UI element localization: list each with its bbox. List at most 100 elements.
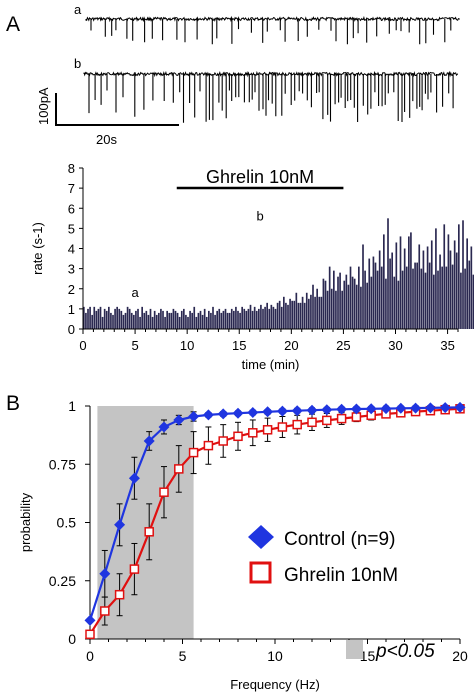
y-tick-label: 3 — [68, 262, 75, 277]
rate-bar — [237, 310, 239, 329]
legend-ghrelin-marker — [249, 561, 272, 584]
ghrelin-point — [188, 447, 199, 458]
rate-bar — [191, 312, 193, 329]
ghrelin-point — [277, 422, 288, 432]
panel-b-label: B — [6, 392, 20, 415]
trace-events — [88, 74, 454, 123]
scale-time-label: 20s — [96, 132, 117, 147]
control-point — [202, 409, 214, 421]
rate-bar — [345, 274, 348, 329]
rate-bar — [322, 278, 325, 329]
rate-bar — [314, 296, 316, 329]
rate-bar — [320, 296, 323, 329]
ghrelin-point — [159, 487, 169, 497]
x-tick-label: 30 — [388, 338, 402, 353]
rate-bar — [347, 284, 350, 329]
ghrelin-point — [336, 413, 347, 424]
rate-bar — [451, 264, 454, 329]
rate-bar — [447, 234, 450, 329]
rate-bar — [241, 306, 243, 329]
rate-bar — [285, 302, 287, 329]
rate-bar — [445, 266, 448, 329]
rate-bar — [316, 288, 318, 329]
rate-bar — [164, 316, 166, 329]
rate-bar — [243, 308, 246, 330]
panel-a-label: A — [6, 13, 20, 36]
current-trace-b — [83, 70, 459, 123]
current-trace-a — [85, 15, 460, 45]
x-axis-label: time (min) — [242, 357, 300, 372]
rate-bar — [262, 308, 264, 330]
rate-bar — [108, 306, 110, 329]
rate-bar — [303, 302, 306, 329]
control-point — [128, 472, 140, 484]
rate-bar — [201, 314, 204, 329]
rate-bar — [185, 314, 187, 329]
rate-bar — [153, 310, 156, 329]
control-point — [454, 401, 466, 413]
x-tick-label: 10 — [180, 338, 194, 353]
rate-bar — [218, 308, 221, 330]
rate-bar — [360, 286, 362, 329]
y-tick-label: 7 — [68, 181, 75, 196]
rate-bar — [239, 312, 241, 329]
rate-bar — [418, 244, 421, 329]
control-point — [410, 402, 422, 414]
control-point — [262, 406, 274, 418]
rate-bar — [435, 228, 437, 330]
rate-bar — [228, 312, 231, 329]
rate-bar — [276, 302, 279, 329]
rate-histogram: 0 1 2 3 4 5 6 7 8 0 5 10 15 20 25 30 35 time (min) rate (s… — [30, 161, 474, 372]
rate-bar — [337, 276, 339, 329]
ghrelin-point — [292, 419, 302, 430]
rate-bar — [403, 248, 406, 329]
rate-bar — [355, 284, 358, 329]
y-tick-label: 0.75 — [49, 456, 76, 472]
control-point — [380, 403, 392, 415]
rate-bar — [83, 306, 85, 329]
x-axis-label: Frequency (Hz) — [230, 677, 320, 692]
rate-bar — [110, 312, 112, 329]
rate-bar — [91, 314, 93, 329]
x-tick-label: 10 — [267, 648, 283, 664]
legend-control-label: Control (n=9) — [284, 529, 395, 550]
legend-control-marker — [248, 525, 274, 549]
y-tick-label: 0.25 — [49, 573, 76, 589]
rate-bar — [147, 314, 150, 329]
ghrelin-point — [322, 415, 332, 426]
control-point — [321, 404, 333, 416]
rate-bar — [170, 312, 173, 329]
rate-bar — [270, 304, 273, 329]
control-point — [173, 414, 185, 426]
rate-bar — [405, 266, 408, 329]
rate-bar — [180, 310, 183, 329]
rate-bar — [93, 306, 96, 329]
rate-bar — [274, 308, 277, 330]
rate-bar — [151, 316, 154, 329]
rate-bar — [449, 250, 452, 329]
rate-bar — [216, 310, 218, 329]
rate-bar — [143, 312, 146, 329]
rate-bar — [455, 252, 458, 329]
rate-bar — [258, 308, 260, 330]
rate-bar — [230, 308, 233, 330]
rate-bar — [380, 266, 383, 329]
control-point — [84, 614, 96, 626]
control-point — [158, 421, 170, 433]
x-tick-label: 0 — [79, 338, 86, 353]
rate-bar — [251, 310, 254, 329]
x-tick-label: 5 — [179, 648, 187, 664]
rate-bar — [174, 310, 177, 329]
rate-bar — [155, 314, 158, 329]
rate-bar — [441, 266, 443, 329]
rate-bar — [401, 270, 404, 329]
legend-ghrelin-label: Ghrelin 10nM — [284, 565, 398, 586]
trace-baseline — [85, 15, 460, 23]
rate-bar — [412, 268, 414, 330]
rate-bar — [87, 308, 89, 330]
y-tick-label: 2 — [68, 282, 75, 297]
rate-bar — [280, 306, 283, 329]
rate-bar — [266, 302, 268, 329]
rate-bar — [297, 302, 300, 329]
rate-bar — [378, 250, 381, 329]
